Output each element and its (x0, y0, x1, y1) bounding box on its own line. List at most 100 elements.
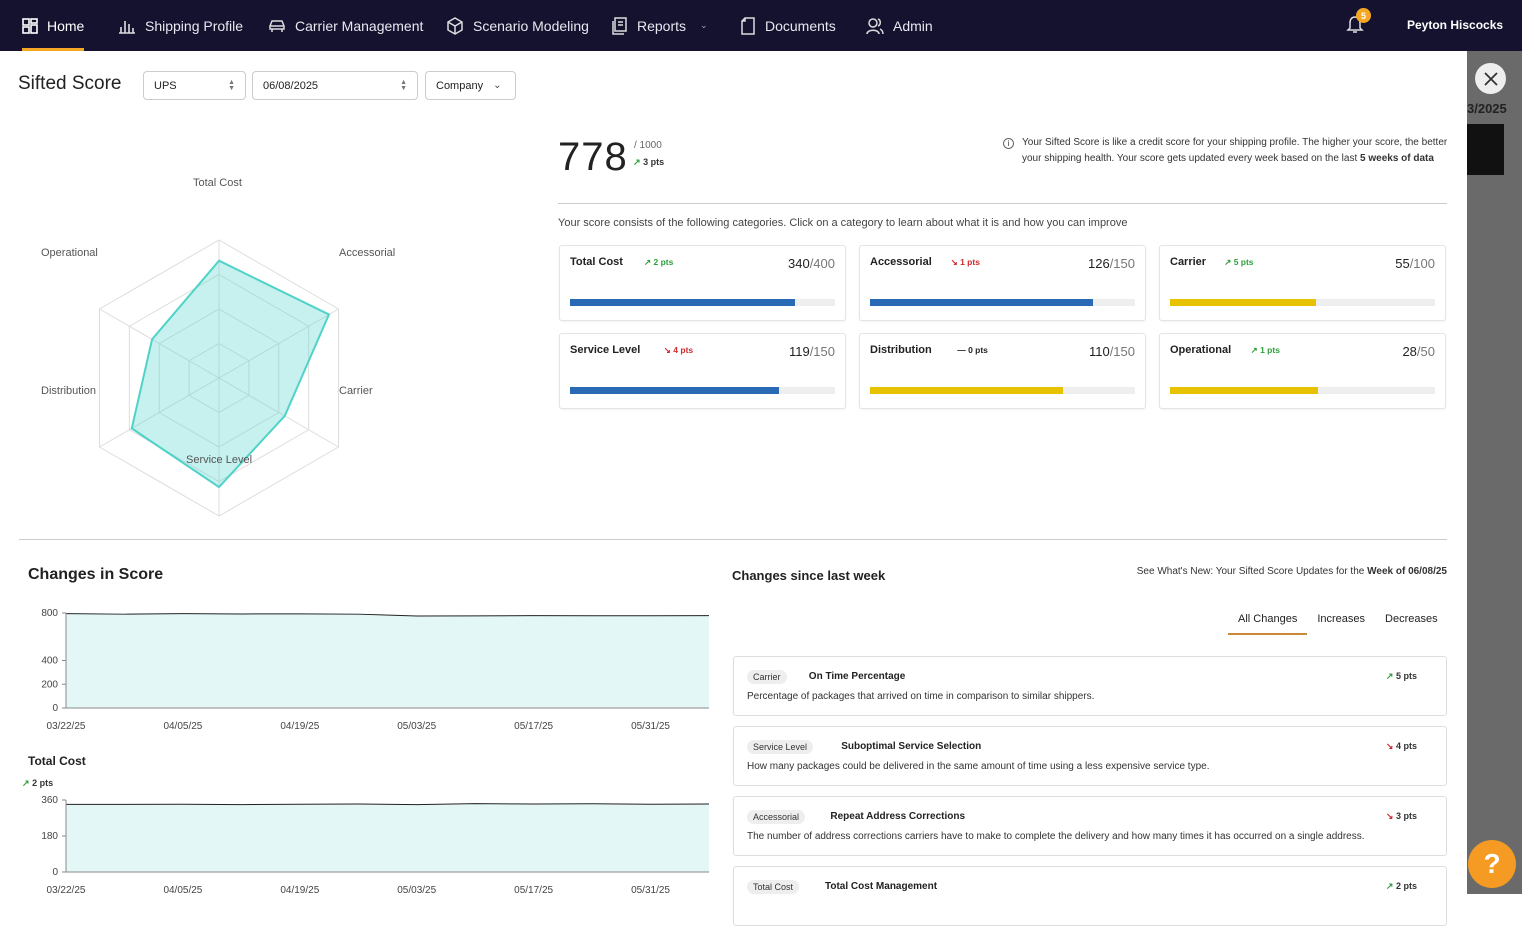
whats-new-link[interactable]: See What's New: Your Sifted Score Update… (1137, 566, 1447, 577)
tab-increases[interactable]: Increases (1317, 613, 1366, 625)
info-icon: i (1003, 138, 1014, 149)
bar-chart-icon (119, 20, 135, 34)
category-score-max: /50 (1416, 344, 1435, 359)
score-chart-xtick: 04/05/25 (163, 721, 202, 732)
radar-axis (99, 377, 220, 448)
category-card[interactable]: Operational ↗ 1 pts 28/50 (1159, 333, 1446, 409)
chevron-down-icon: ⌄ (493, 80, 502, 91)
radar-label-service-level: Service Level (186, 454, 253, 466)
category-score-value: 340 (787, 256, 810, 271)
nav-scenario-modeling-label: Scenario Modeling (473, 17, 589, 34)
total-cost-chart-ytick: 0 (52, 867, 58, 878)
nav-home[interactable]: Home (22, 0, 85, 51)
nav-reports-label: Reports (637, 17, 687, 34)
category-delta: ↗ 2 pts (644, 257, 673, 268)
nav-shipping-profile[interactable]: Shipping Profile (118, 0, 243, 51)
change-item[interactable]: Total Cost Total Cost Management ↗ 2 pts (733, 866, 1447, 926)
close-button[interactable] (1475, 63, 1506, 94)
nav-reports[interactable]: Reports ⌄ (612, 0, 708, 51)
category-delta: — 0 pts (957, 345, 988, 355)
change-points: ↘ 3 pts (1386, 811, 1417, 822)
total-cost-chart-xtick: 04/19/25 (280, 885, 319, 894)
category-card[interactable]: Total Cost ↗ 2 pts 340/400 (559, 245, 846, 321)
change-points-value: 4 pts (1395, 741, 1417, 751)
category-card[interactable]: Distribution — 0 pts 110/150 (859, 333, 1146, 409)
radar-svg (98, 239, 340, 517)
change-title: Repeat Address Corrections (830, 811, 966, 822)
arrow-down-icon: ↘ (663, 345, 671, 355)
category-delta-value: 1 pts (1260, 345, 1280, 355)
radar-axis (218, 377, 339, 448)
change-category-tag: Total Cost (747, 880, 800, 894)
total-cost-chart-xtick: 03/22/25 (47, 885, 86, 894)
scope-select[interactable]: Company ⌄ (425, 71, 516, 100)
main-content: Sifted Score UPS ▲ ▼ 06/08/2025 ▲ ▼ Compan… (0, 51, 1467, 926)
nav-admin[interactable]: Admin (866, 0, 933, 51)
radar-axis (218, 308, 339, 379)
radar-label-accessorial: Accessorial (339, 247, 396, 259)
score-chart-ytick: 200 (41, 679, 58, 690)
page-title: Sifted Score (18, 73, 122, 94)
category-card[interactable]: Service Level ↘ 4 pts 119/150 (559, 333, 846, 409)
background-block (1467, 124, 1504, 175)
score-chart-xtick: 05/31/25 (631, 721, 670, 732)
arrow-up-icon: ↗ (1224, 257, 1232, 267)
tab-decreases[interactable]: Decreases (1385, 613, 1438, 625)
category-name: Carrier (1170, 256, 1207, 268)
bell-icon[interactable] (1346, 15, 1364, 34)
dashboard-icon (22, 17, 38, 34)
change-item[interactable]: Carrier On Time Percentage Percentage of p… (733, 656, 1447, 716)
category-delta: ↗ 1 pts (1251, 345, 1280, 356)
help-button[interactable]: ? (1468, 840, 1516, 888)
nav-scenario-modeling[interactable]: Scenario Modeling (446, 0, 589, 51)
change-points: ↘ 4 pts (1386, 741, 1417, 752)
nav-carrier-management-label: Carrier Management (295, 17, 424, 34)
arrow-down-icon: ↘ (1385, 741, 1394, 751)
arrow-down-icon: ↘ (950, 257, 958, 267)
nav-carrier-management[interactable]: Carrier Management (268, 0, 423, 51)
changes-in-score-title: Changes in Score (28, 566, 164, 583)
nav-documents[interactable]: Documents (740, 0, 836, 51)
radar-axis (99, 308, 220, 379)
carrier-select[interactable]: UPS ▲ ▼ (143, 71, 246, 100)
arrow-down-icon: ↘ (1385, 811, 1394, 821)
category-delta-value: 2 pts (653, 257, 674, 267)
change-item[interactable]: Accessorial Repeat Address Corrections The… (733, 796, 1447, 856)
nav-home-label: Home (47, 17, 85, 34)
change-item[interactable]: Service Level Suboptimal Service Selectio… (733, 726, 1447, 786)
user-menu[interactable]: Peyton Hiscocks (1407, 18, 1504, 32)
change-category-tag: Carrier (747, 670, 787, 684)
carrier-select-value: UPS (154, 79, 177, 92)
category-card[interactable]: Carrier ↗ 5 pts 55/100 (1159, 245, 1446, 321)
chevron-down-icon: ⌄ (700, 20, 708, 30)
score-area-chart: 800 400 200 0 03/22/25 04/05/25 04/19/25 05/03/… (41, 608, 710, 732)
category-progress-track (870, 387, 1135, 394)
score-max: / 1000 (634, 140, 662, 151)
category-score-value: 110 (1088, 344, 1110, 359)
tab-all-changes[interactable]: All Changes (1228, 607, 1308, 635)
score-chart-area (66, 613, 709, 708)
change-points-value: 5 pts (1395, 671, 1417, 681)
date-select[interactable]: 06/08/2025 ▲ ▼ (252, 71, 418, 100)
total-cost-chart-title: Total Cost (28, 754, 86, 768)
whats-new-week: Week of 06/08/25 (1367, 566, 1447, 577)
score-chart-ytick: 0 (52, 703, 58, 714)
category-card[interactable]: Accessorial ↘ 1 pts 126/150 (859, 245, 1146, 321)
report-icon (612, 16, 627, 35)
category-score-value: 126 (1087, 256, 1110, 271)
category-score-max: /150 (809, 344, 835, 359)
change-description: How many packages could be delivered in … (747, 761, 1210, 772)
info-bold: 5 weeks (1360, 153, 1399, 164)
users-icon (866, 17, 884, 34)
total-cost-chart-delta: ↗ 2 pts (22, 778, 53, 789)
category-progress-fill (570, 387, 780, 394)
nav-admin-label: Admin (893, 17, 933, 34)
divider (19, 539, 1447, 540)
change-points-value: 2 pts (1395, 881, 1417, 891)
category-score-max: /100 (1409, 256, 1435, 271)
category-score: 28/50 (1402, 344, 1435, 359)
category-delta-value: 4 pts (673, 345, 694, 355)
sort-arrows-icon: ▲ ▼ (228, 79, 235, 92)
total-cost-area-chart: 360 180 0 03/22/25 04/05/25 04/19/25 05/03/25 0… (41, 795, 710, 894)
category-score-value: 55 (1395, 256, 1410, 271)
